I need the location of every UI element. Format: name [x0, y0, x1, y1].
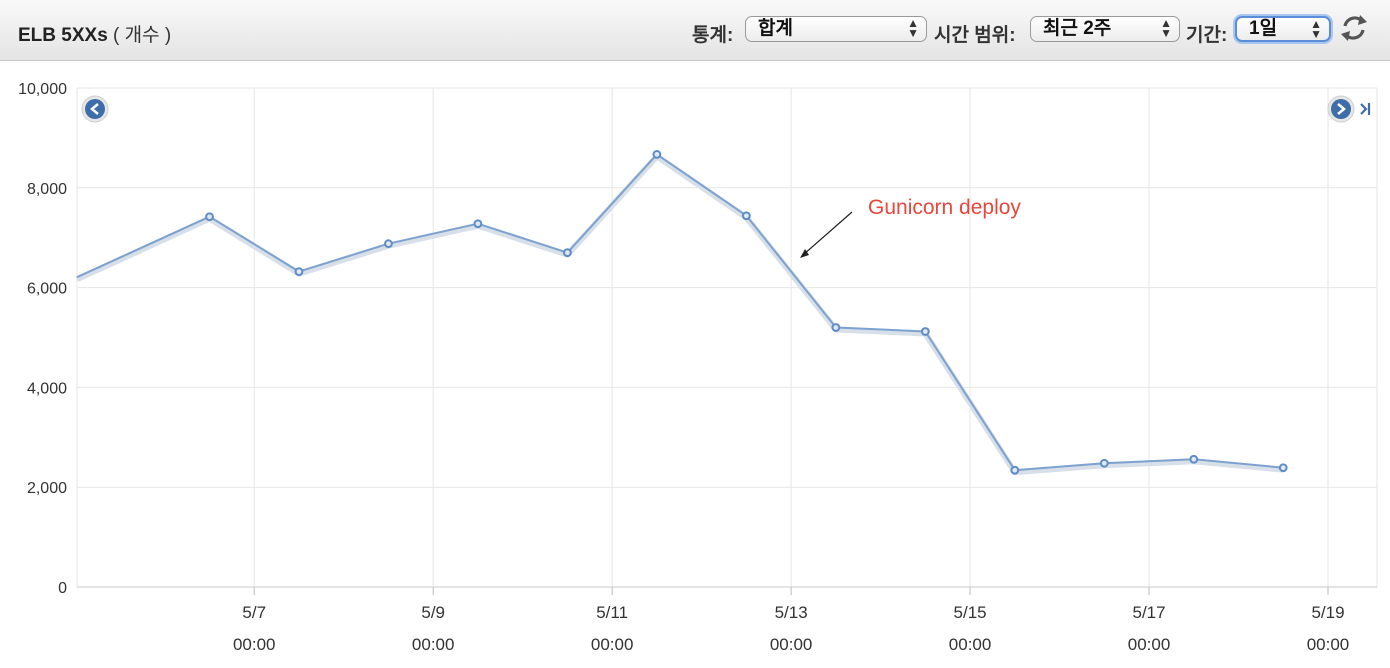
chevron-right-icon	[1337, 103, 1346, 115]
x-tick-date: 5/13	[775, 603, 808, 622]
statistic-label: 통계:	[692, 25, 734, 46]
y-tick-label: 8,000	[27, 181, 67, 198]
line-chart: 0 2,000 4,000 6,000 8,000 10,000 5/7 00:00 5/9 00…	[18, 81, 1378, 654]
chart-grid	[76, 87, 1378, 588]
data-point	[1099, 458, 1109, 468]
data-point	[205, 212, 214, 222]
skip-to-end-icon	[1360, 103, 1368, 115]
next-button[interactable]	[1327, 95, 1355, 123]
data-point	[1189, 454, 1199, 464]
data-point	[831, 323, 841, 332]
data-point	[294, 267, 304, 277]
y-tick-label: 4,000	[27, 380, 67, 397]
statistic-select[interactable]: 합계 ▲ ▼	[745, 16, 927, 42]
statistic-select-value: 합계	[758, 18, 793, 39]
annotation-arrow	[802, 211, 853, 256]
data-point	[1278, 463, 1288, 473]
annotation-arrowhead	[800, 249, 809, 258]
refresh-icon[interactable]	[1336, 10, 1372, 46]
time-range-select[interactable]: 최근 2주 ▲ ▼	[1030, 16, 1180, 42]
x-tick-time: 00:00	[949, 635, 992, 654]
series-line	[76, 153, 1284, 472]
data-point	[384, 239, 393, 249]
y-tick-label: 6,000	[27, 281, 67, 298]
data-point	[1010, 465, 1020, 475]
series-shadow	[75, 153, 1284, 476]
chart-series	[75, 149, 1288, 476]
y-tick-label: 2,000	[27, 480, 67, 497]
y-tick-label: 10,000	[18, 81, 67, 98]
x-tick-time: 00:00	[233, 635, 276, 654]
x-tick-date: 5/9	[421, 603, 445, 622]
select-arrows-icon: ▲ ▼	[907, 16, 919, 40]
x-tick-date: 5/7	[242, 603, 266, 622]
x-tick-date: 5/11	[596, 603, 628, 622]
data-point	[652, 149, 662, 159]
prev-button[interactable]	[81, 95, 109, 123]
data-point	[741, 211, 751, 221]
chevron-left-icon	[90, 103, 99, 115]
metric-unit: ( 개수 )	[113, 25, 172, 46]
metric-name: ELB 5XXs	[18, 25, 108, 46]
chart-axes: 0 2,000 4,000 6,000 8,000 10,000 5/7 00:00 5/9 00…	[18, 81, 1377, 654]
time-range-select-value: 최근 2주	[1043, 18, 1112, 39]
x-tick-time: 00:00	[591, 635, 634, 654]
annotation-label: Gunicorn deploy	[868, 196, 1021, 219]
x-tick-time: 00:00	[412, 635, 455, 654]
x-tick-time: 00:00	[1307, 635, 1350, 654]
period-select[interactable]: 1일 ▲ ▼	[1235, 16, 1331, 42]
y-tick-label: 0	[58, 580, 67, 597]
period-label: 기간:	[1186, 25, 1228, 46]
select-arrows-icon: ▲ ▼	[1310, 17, 1322, 41]
metric-title: ELB 5XXs ( 개수 )	[18, 20, 171, 47]
data-point	[473, 219, 483, 229]
chart-toolbar: ELB 5XXs ( 개수 ) 통계: 합계 ▲ ▼ 시간 범위: 최근 2주 ▲…	[0, 0, 1390, 61]
time-range-label: 시간 범위:	[934, 25, 1016, 46]
data-point	[563, 248, 572, 258]
period-select-value: 1일	[1249, 18, 1278, 39]
x-tick-date: 5/17	[1132, 603, 1165, 622]
data-point	[920, 327, 930, 336]
x-tick-date: 5/15	[954, 603, 987, 622]
x-tick-time: 00:00	[770, 635, 813, 654]
select-arrows-icon: ▲ ▼	[1160, 16, 1172, 40]
x-tick-date: 5/19	[1311, 603, 1344, 622]
x-tick-time: 00:00	[1128, 635, 1171, 654]
skip-to-end-button[interactable]	[1360, 103, 1371, 115]
chart-annotations: Gunicorn deploy	[800, 196, 1021, 258]
